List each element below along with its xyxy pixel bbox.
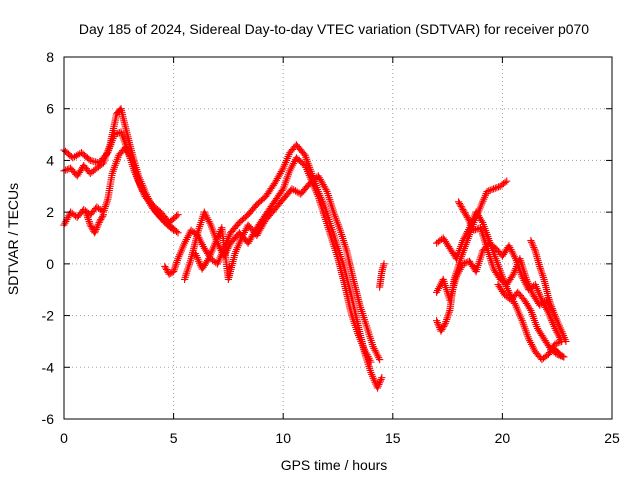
- y-tick-label: 2: [46, 204, 54, 220]
- series-markers: [181, 154, 375, 366]
- series-trace-9: [433, 177, 511, 335]
- x-tick-label: 0: [60, 430, 68, 446]
- y-tick-label: 8: [46, 49, 54, 65]
- series-trace-7: [191, 172, 384, 364]
- y-tick-label: -2: [42, 308, 55, 324]
- series-trace-5: [161, 141, 386, 392]
- series-markers: [161, 141, 386, 392]
- series-markers: [551, 345, 568, 361]
- plot-frame: [63, 56, 613, 420]
- series-trace-3: [60, 143, 182, 229]
- series-trace-14: [527, 237, 557, 314]
- y-tick-label: 4: [46, 152, 54, 168]
- marks-layer: [60, 105, 570, 392]
- y-tick-label: -6: [42, 411, 55, 427]
- series-trace-15: [551, 345, 568, 361]
- series-markers: [60, 143, 182, 229]
- x-axis-label: GPS time / hours: [281, 457, 388, 473]
- y-tick-label: 0: [46, 256, 54, 272]
- series-markers: [527, 237, 557, 314]
- x-tick-label: 25: [604, 430, 620, 446]
- x-tick-label: 20: [495, 430, 511, 446]
- y-tick-label: 6: [46, 101, 54, 117]
- series-markers: [82, 208, 108, 237]
- series-trace-12: [455, 198, 570, 346]
- series-trace-4: [82, 208, 108, 237]
- series-markers: [191, 172, 384, 364]
- y-axis-label: SDTVAR / TECUs: [5, 183, 21, 295]
- x-tick-label: 10: [275, 430, 291, 446]
- series-markers: [433, 177, 511, 335]
- series-trace-8: [376, 260, 388, 291]
- y-tick-label: -4: [42, 359, 55, 375]
- chart-title: Day 185 of 2024, Sidereal Day-to-day VTE…: [79, 21, 589, 37]
- x-tick-label: 15: [385, 430, 401, 446]
- series-markers: [455, 198, 570, 346]
- series-markers: [376, 260, 388, 291]
- series-trace-6: [181, 154, 375, 366]
- axes-layer: 0 5 10 15 20 25 -6 -4 -2 0 2 4 6 8: [42, 49, 620, 446]
- x-tick-label: 5: [170, 430, 178, 446]
